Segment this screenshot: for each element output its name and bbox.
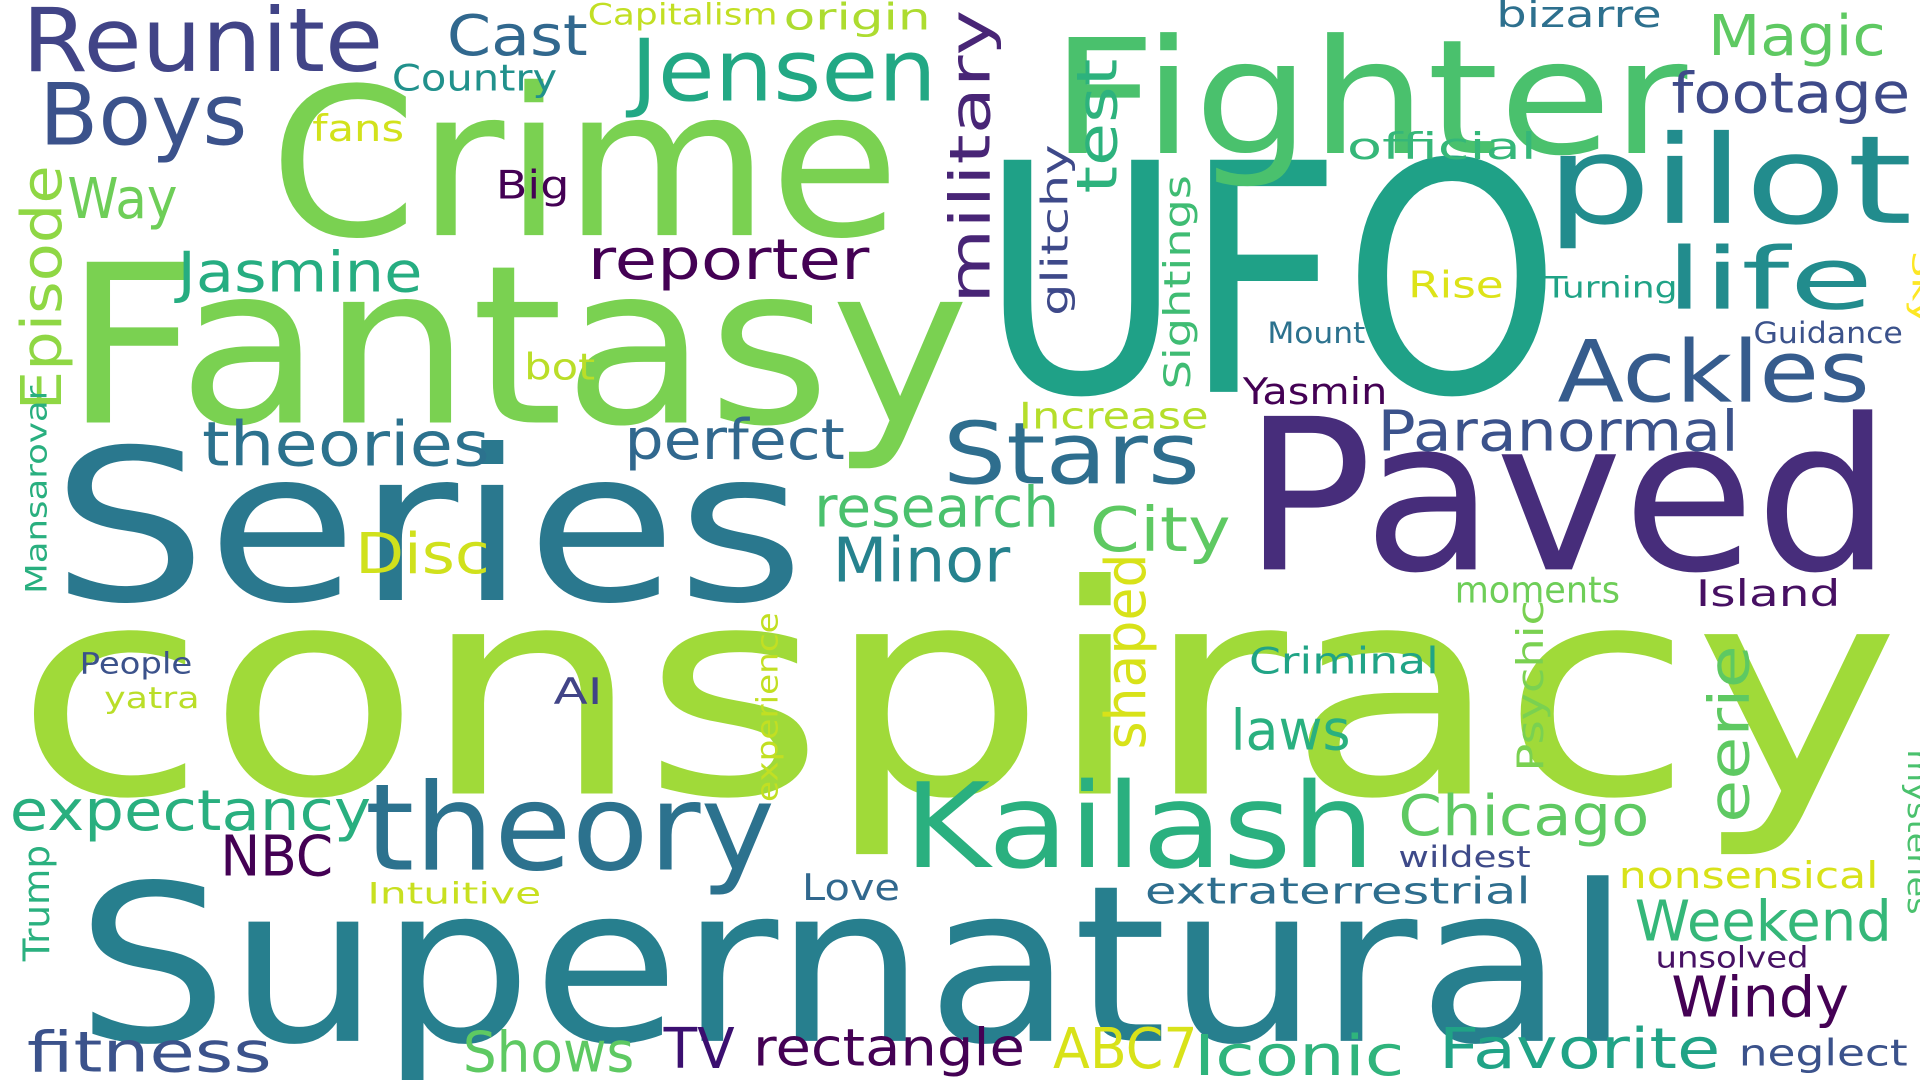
word-perfect: perfect xyxy=(624,408,844,473)
word-theory: theory xyxy=(365,759,775,898)
word-chicago: Chicago xyxy=(1398,784,1649,849)
word-stars: Stars xyxy=(943,405,1200,505)
word-love: Love xyxy=(802,866,900,909)
word-expectancy: expectancy xyxy=(10,779,371,844)
word-shaped: shaped xyxy=(1094,553,1159,749)
word-episode: Episode xyxy=(10,165,75,410)
word-life: life xyxy=(1665,230,1873,330)
word-ackles: Ackles xyxy=(1558,323,1870,423)
word-yasmin: Yasmin xyxy=(1242,370,1388,413)
word-origin: origin xyxy=(784,0,931,38)
word-glitchy: glitchy xyxy=(1034,144,1077,315)
word-fighter: Fighter xyxy=(1051,5,1688,191)
word-bizarre: bizarre xyxy=(1496,0,1661,36)
word-rectangle: rectangle xyxy=(753,1018,1025,1078)
word-conspiracy: conspiracy xyxy=(15,522,1901,862)
word-crime: Crime xyxy=(269,44,900,284)
word-ufo: UFO xyxy=(980,97,1562,468)
word-extraterrestrial: extraterrestrial xyxy=(1145,870,1531,913)
word-yatra: yatra xyxy=(104,681,200,715)
word-minor: Minor xyxy=(833,526,1011,597)
word-laws: laws xyxy=(1231,698,1351,763)
word-reporter: reporter xyxy=(588,228,871,293)
word-fantasy: Fantasy xyxy=(64,217,970,474)
word-boys: Boys xyxy=(39,65,247,165)
word-capitalism: Capitalism xyxy=(588,0,778,31)
word-official: official xyxy=(1347,125,1537,168)
word-island: Island xyxy=(1696,572,1840,615)
word-turning: Turning xyxy=(1544,271,1677,305)
word-mansarovar: Mansarovar xyxy=(20,385,54,594)
word-moments: moments xyxy=(1455,568,1620,611)
word-paved: Paved xyxy=(1243,374,1892,619)
word-pilot: pilot xyxy=(1545,109,1912,252)
word-bot: bot xyxy=(524,346,595,389)
word-supernatural: Supernatural xyxy=(76,840,1631,1080)
word-country: Country xyxy=(392,57,557,100)
word-criminal: Criminal xyxy=(1249,639,1439,682)
word-eerie: eerie xyxy=(1698,645,1763,823)
word-trump: Trump xyxy=(15,845,58,962)
word-test: test xyxy=(1066,59,1131,194)
word-big: Big xyxy=(496,163,569,208)
word-increase: Increase xyxy=(1019,395,1209,438)
word-people: People xyxy=(80,646,193,680)
word-fans: fans xyxy=(312,107,404,150)
word-abc7: ABC7 xyxy=(1053,1017,1197,1080)
word-jensen: Jensen xyxy=(625,21,937,121)
word-cast: Cast xyxy=(447,4,588,69)
word-ai: AI xyxy=(553,670,602,713)
word-favorite: Favorite xyxy=(1439,1017,1721,1080)
word-mount: Mount xyxy=(1267,316,1365,350)
word-iconic: Iconic xyxy=(1194,1024,1405,1080)
word-series: Series xyxy=(51,405,804,650)
word-military: military xyxy=(938,10,1003,304)
word-psychic: Psychic xyxy=(1509,600,1552,771)
word-reunite: Reunite xyxy=(22,0,383,92)
word-mysteries: mysteries xyxy=(1901,749,1920,914)
word-way: Way xyxy=(67,167,177,232)
word-research: research xyxy=(814,476,1059,541)
word-nbc: NBC xyxy=(220,825,333,890)
word-experience: experience xyxy=(751,612,785,802)
word-theories: theories xyxy=(202,409,490,480)
word-jasmine: Jasmine xyxy=(174,240,422,305)
word-magic: Magic xyxy=(1708,4,1886,69)
word-paranormal: Paranormal xyxy=(1378,400,1739,465)
word-footage: footage xyxy=(1671,62,1910,127)
word-rise: Rise xyxy=(1408,264,1504,307)
word-intuitive: Intuitive xyxy=(367,877,541,911)
word-shows: Shows xyxy=(463,1020,634,1080)
word-guidance: Guidance xyxy=(1753,316,1902,350)
word-windy: Windy xyxy=(1671,965,1849,1030)
word-unsolved: unsolved xyxy=(1656,940,1809,974)
word-wildest: wildest xyxy=(1398,840,1530,874)
word-tv: TV xyxy=(663,1017,735,1080)
word-city: City xyxy=(1090,495,1231,566)
word-nonsensical: nonsensical xyxy=(1619,854,1879,897)
word-weekend: Weekend xyxy=(1635,889,1892,954)
word-neglect: neglect xyxy=(1739,1031,1908,1074)
word-sky: Sky xyxy=(1906,251,1920,324)
word-disc: Disc xyxy=(355,522,490,587)
word-sightings: Sightings xyxy=(1156,175,1199,389)
word-fitness: fitness xyxy=(27,1020,272,1080)
word-kailash: Kailash xyxy=(904,758,1375,895)
